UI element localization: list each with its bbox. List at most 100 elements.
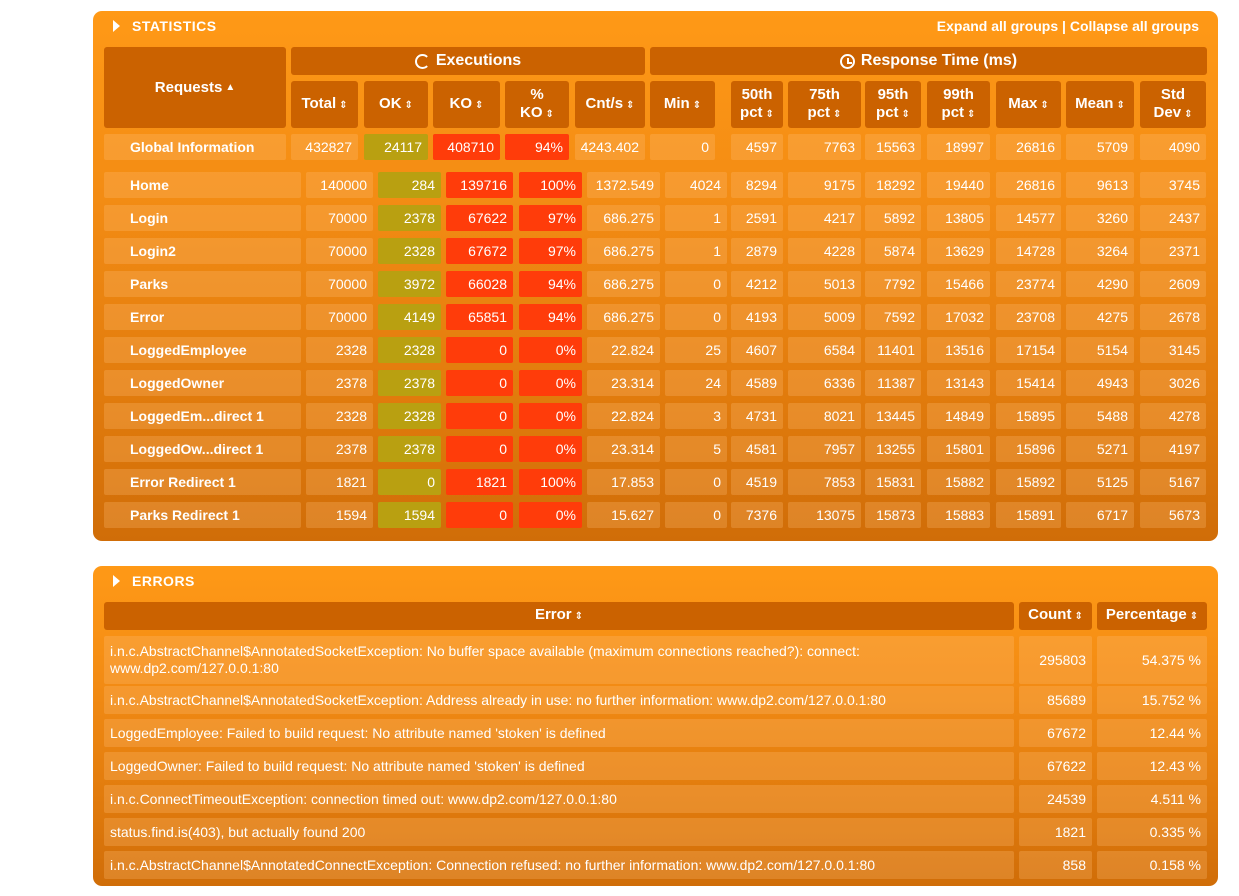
cell-max: 23708 <box>996 304 1061 330</box>
cell-mean: 5488 <box>1066 403 1134 429</box>
column-header-min[interactable]: Min ⇕ <box>650 81 715 128</box>
percentage-column-header[interactable]: Percentage ⇕ <box>1097 602 1207 630</box>
column-header-ok[interactable]: OK ⇕ <box>364 81 428 128</box>
cell-std-dev: 4090 <box>1140 134 1206 160</box>
cell-p75: 9175 <box>788 172 861 198</box>
error-message: LoggedEmployee: Failed to build request:… <box>104 719 1014 747</box>
cell-cnt-per-sec: 686.275 <box>587 238 660 264</box>
collapse-all-groups-link[interactable]: Collapse all groups <box>1069 18 1199 34</box>
column-header-min-label: Min <box>663 94 690 112</box>
cell-p99: 15883 <box>927 502 990 528</box>
error-column-header[interactable]: Error ⇕ <box>104 602 1014 630</box>
requests-column-header[interactable]: Requests ▲ <box>104 47 286 128</box>
cell-p50: 7376 <box>731 502 783 528</box>
cell-std-dev: 3745 <box>1140 172 1206 198</box>
global-information-label[interactable]: Global Information <box>104 134 286 160</box>
sort-icon: ⇕ <box>626 99 635 111</box>
statistics-toggle[interactable]: STATISTICS <box>113 18 217 34</box>
request-name[interactable]: LoggedEmployee <box>104 337 301 363</box>
column-header-p50[interactable]: 50th pct ⇕ <box>731 81 783 128</box>
request-name[interactable]: Login2 <box>104 238 301 264</box>
cell-total: 70000 <box>306 304 373 330</box>
count-column-header[interactable]: Count ⇕ <box>1019 602 1092 630</box>
column-header-total[interactable]: Total ⇕ <box>291 81 358 128</box>
column-header-std-dev[interactable]: Std Dev ⇕ <box>1140 81 1206 128</box>
cell-p95: 13255 <box>865 436 921 462</box>
column-header-p99[interactable]: 99th pct ⇕ <box>927 81 990 128</box>
error-percentage: 0.158 % <box>1097 851 1207 879</box>
cell-p99: 17032 <box>927 304 990 330</box>
column-header-cnt-per-sec[interactable]: Cnt/s ⇕ <box>575 81 645 128</box>
column-header-ko[interactable]: KO ⇕ <box>433 81 500 128</box>
cell-max: 26816 <box>996 134 1061 160</box>
cell-ko: 66028 <box>446 271 513 297</box>
cell-min: 0 <box>665 469 727 495</box>
cell-p99: 13629 <box>927 238 990 264</box>
cell-p95: 18292 <box>865 172 921 198</box>
sort-icon: ⇕ <box>574 611 584 622</box>
errors-toggle[interactable]: ERRORS <box>113 573 195 589</box>
cell-ko: 0 <box>446 370 513 396</box>
request-name[interactable]: LoggedOw...direct 1 <box>104 436 301 462</box>
request-name[interactable]: Home <box>104 172 301 198</box>
request-name[interactable]: Parks Redirect 1 <box>104 502 301 528</box>
column-header-p75-label: pct <box>807 103 831 121</box>
cell-percent-ko: 97% <box>519 205 582 231</box>
expand-all-groups-link[interactable]: Expand all groups <box>936 18 1059 34</box>
error-percentage: 4.511 % <box>1097 785 1207 813</box>
sort-icon: ⇕ <box>1116 99 1125 111</box>
cell-p75: 13075 <box>788 502 861 528</box>
cell-ok: 284 <box>378 172 441 198</box>
cell-mean: 6717 <box>1066 502 1134 528</box>
cell-mean: 4943 <box>1066 370 1134 396</box>
sort-icon: ⇕ <box>475 99 484 111</box>
cell-p50: 4193 <box>731 304 783 330</box>
cell-max: 23774 <box>996 271 1061 297</box>
group-links: Expand all groups | Collapse all groups <box>937 18 1199 34</box>
sort-icon: ⇕ <box>967 108 976 120</box>
request-name[interactable]: Login <box>104 205 301 231</box>
column-header-mean[interactable]: Mean ⇕ <box>1066 81 1134 128</box>
error-percentage: 0.335 % <box>1097 818 1207 846</box>
cell-mean: 5154 <box>1066 337 1134 363</box>
sort-icon: ⇕ <box>901 108 910 120</box>
column-header-percent-ko[interactable]: % KO ⇕ <box>505 81 569 128</box>
cell-cnt-per-sec: 22.824 <box>587 337 660 363</box>
cell-ko: 139716 <box>446 172 513 198</box>
count-column-header-label: Count <box>1028 606 1072 623</box>
column-header-ko-label: KO <box>449 94 473 112</box>
column-header-p75[interactable]: 75th pct ⇕ <box>788 81 861 128</box>
cell-p99: 14849 <box>927 403 990 429</box>
request-name[interactable]: Error <box>104 304 301 330</box>
cell-min: 5 <box>665 436 727 462</box>
request-name[interactable]: Parks <box>104 271 301 297</box>
cell-p95: 15873 <box>865 502 921 528</box>
request-name[interactable]: LoggedOwner <box>104 370 301 396</box>
cell-p99: 13516 <box>927 337 990 363</box>
cell-max: 17154 <box>996 337 1061 363</box>
cell-p99: 15882 <box>927 469 990 495</box>
sort-icon: ⇕ <box>339 99 348 111</box>
cell-p75: 7957 <box>788 436 861 462</box>
cell-percent-ko: 0% <box>519 502 582 528</box>
cell-p50: 2591 <box>731 205 783 231</box>
cell-ko: 0 <box>446 337 513 363</box>
cell-p50: 4519 <box>731 469 783 495</box>
cell-p50: 4212 <box>731 271 783 297</box>
column-header-max[interactable]: Max ⇕ <box>996 81 1061 128</box>
errors-panel: ERRORS Error ⇕ Count ⇕ Percentage ⇕ i.n.c.Abst… <box>93 566 1218 886</box>
link-separator: | <box>1058 18 1070 34</box>
error-count: 295803 <box>1019 636 1092 684</box>
request-name[interactable]: LoggedEm...direct 1 <box>104 403 301 429</box>
request-name[interactable]: Error Redirect 1 <box>104 469 301 495</box>
column-header-total-label: Total <box>301 94 337 112</box>
cell-percent-ko: 0% <box>519 337 582 363</box>
column-header-p95[interactable]: 95th pct ⇕ <box>865 81 921 128</box>
sort-ascending-icon: ▲ <box>225 81 236 93</box>
cell-ko: 0 <box>446 436 513 462</box>
cell-cnt-per-sec: 686.275 <box>587 304 660 330</box>
cell-ok: 3972 <box>378 271 441 297</box>
cell-std-dev: 4278 <box>1140 403 1206 429</box>
statistics-panel: STATISTICS Expand all groups | Collapse … <box>93 11 1218 541</box>
cell-p99: 15801 <box>927 436 990 462</box>
